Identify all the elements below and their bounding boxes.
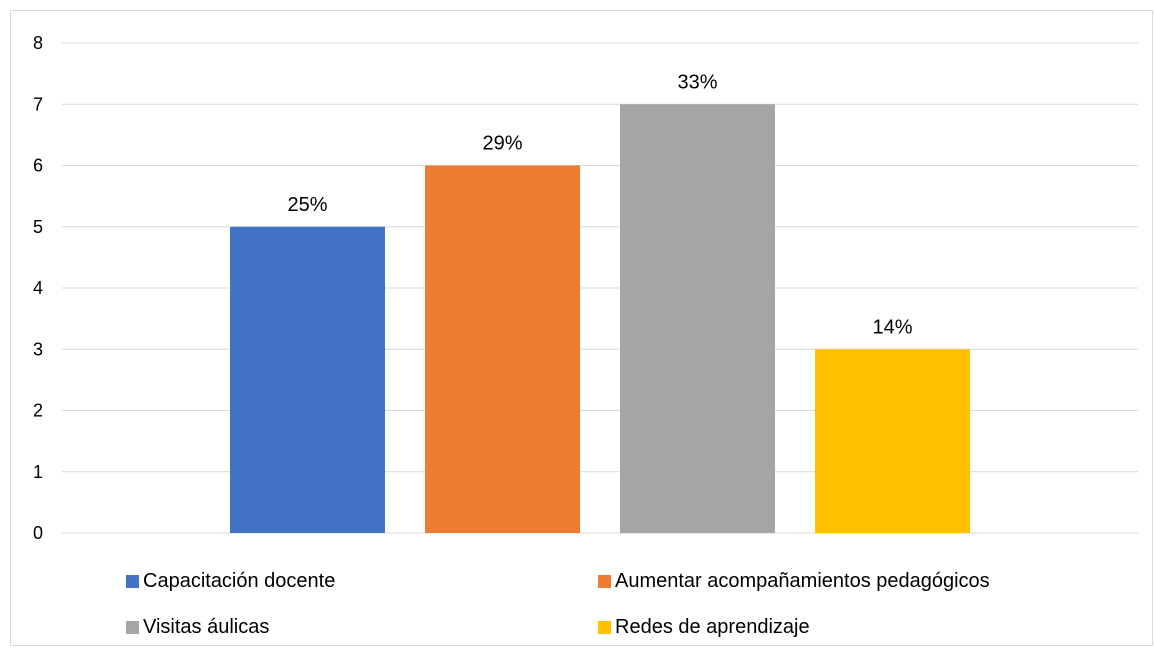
- data-label-2: 33%: [677, 71, 717, 93]
- legend-swatch: [126, 574, 139, 588]
- bar-capacitaci-n-docente: [230, 226, 385, 533]
- legend-item-aumentar-acompanamientos: Aumentar acompañamientos pedagógicos: [598, 568, 990, 594]
- legend-swatch: [598, 574, 611, 588]
- y-tick-label-1: 1: [33, 462, 43, 482]
- bar-aumentar-acompa-amientos-pedag-gicos: [425, 165, 580, 533]
- data-labels: 25% 29% 33% 14%: [287, 71, 912, 338]
- data-label-0: 25%: [287, 194, 327, 216]
- legend-item-capacitacion-docente: Capacitación docente: [126, 568, 335, 594]
- y-tick-label-5: 5: [33, 217, 43, 237]
- y-tick-label-3: 3: [33, 339, 43, 359]
- y-tick-label-4: 4: [33, 278, 43, 298]
- legend-swatch: [126, 620, 139, 634]
- chart-frame: [10, 10, 1153, 646]
- y-tick-label-8: 8: [33, 33, 43, 53]
- y-axis-tick-labels: 0 1 2 3 4 5 6 7 8: [33, 33, 43, 543]
- legend-swatch: [598, 620, 611, 634]
- bars: [230, 104, 970, 533]
- gridlines: [62, 42, 1138, 534]
- legend-label: Capacitación docente: [143, 569, 336, 592]
- legend-label: Redes de aprendizaje: [615, 615, 810, 638]
- y-tick-label-6: 6: [33, 156, 43, 176]
- data-label-1: 29%: [482, 133, 522, 155]
- y-tick-label-7: 7: [33, 94, 43, 114]
- y-tick-label-0: 0: [33, 523, 43, 543]
- legend-label: Aumentar acompañamientos pedagógicos: [615, 569, 990, 592]
- legend-item-redes-de-aprendizaje: Redes de aprendizaje: [598, 614, 810, 640]
- bar-redes-de-aprendizaje: [815, 349, 970, 533]
- legend-item-visitas-aulicas: Visitas áulicas: [126, 614, 269, 640]
- data-label-3: 14%: [872, 316, 912, 338]
- bar-visitas-ulicas: [620, 104, 775, 533]
- y-tick-label-2: 2: [33, 401, 43, 421]
- legend-label: Visitas áulicas: [143, 615, 270, 638]
